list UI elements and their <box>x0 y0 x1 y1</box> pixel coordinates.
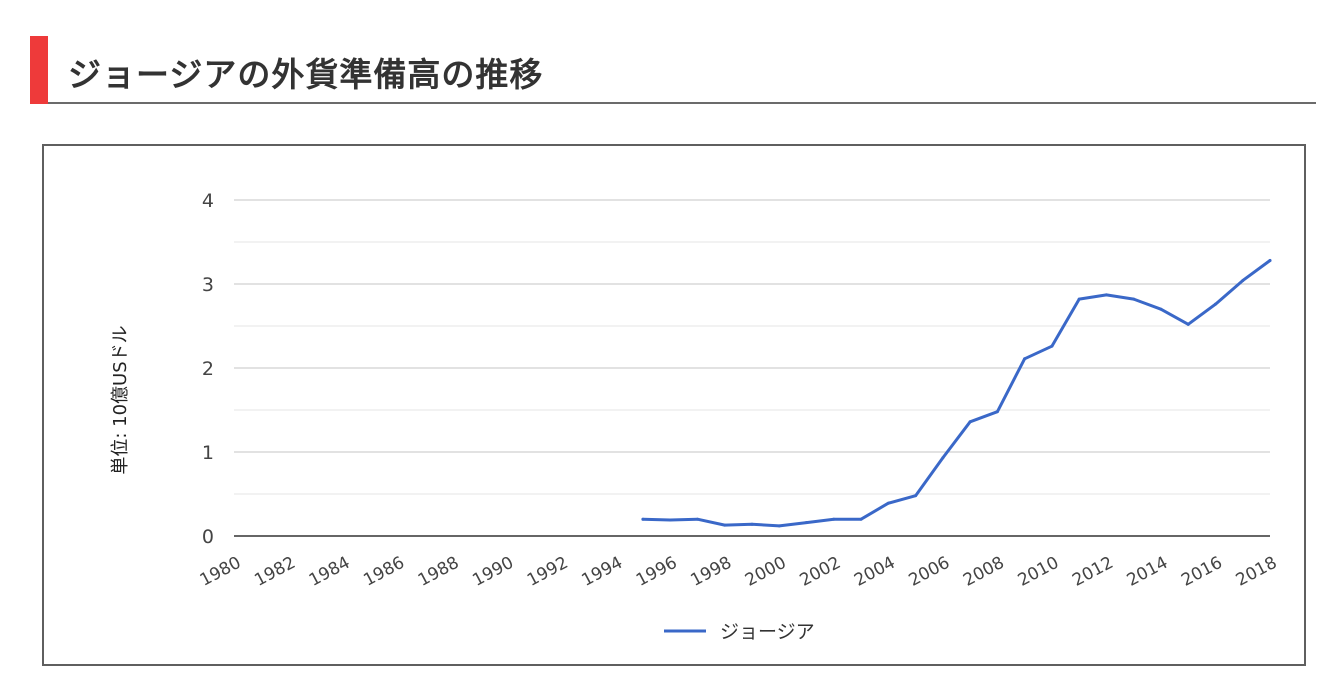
x-tick-label: 1990 <box>469 553 517 591</box>
x-tick-label: 1980 <box>197 553 245 591</box>
x-tick-label: 1986 <box>360 553 408 591</box>
series-line <box>641 259 1272 528</box>
x-tick-label: 1988 <box>415 553 463 591</box>
x-tick-label: 2006 <box>906 553 954 591</box>
legend-layer: ジョージア <box>664 621 815 643</box>
data-point <box>695 517 699 521</box>
y-tick-label: 0 <box>202 526 214 548</box>
data-point <box>886 501 890 505</box>
legend-label: ジョージア <box>720 621 815 643</box>
data-point <box>1268 258 1272 262</box>
data-point <box>750 522 754 526</box>
x-tick-label: 2014 <box>1124 553 1172 591</box>
chart-frame: 0 1 2 3 4 1980 1982 1984 1986 1988 1990 1992 1994 199… <box>42 144 1306 666</box>
data-point <box>914 494 918 498</box>
data-point <box>968 420 972 424</box>
x-tick-label: 1994 <box>578 553 626 591</box>
data-point <box>1213 302 1217 306</box>
data-point <box>1023 357 1027 361</box>
page-header: ジョージアの外貨準備高の推移 <box>30 36 1316 104</box>
x-tick-label: 1998 <box>687 553 735 591</box>
data-point <box>941 456 945 460</box>
x-tick-label: 2010 <box>1015 553 1063 591</box>
data-point <box>1104 293 1108 297</box>
x-tick-label: 1982 <box>251 553 299 591</box>
page-title: ジョージアの外貨準備高の推移 <box>68 55 544 94</box>
series-layer <box>641 258 1272 528</box>
y-tick-label: 2 <box>202 358 214 380</box>
y-tick-label: 1 <box>202 442 214 464</box>
x-tick-label: 2004 <box>851 553 899 591</box>
x-tick-label: 1996 <box>633 553 681 591</box>
x-tick-label: 1992 <box>524 553 572 591</box>
data-point <box>641 517 645 521</box>
data-point <box>668 518 672 522</box>
data-point <box>995 410 999 414</box>
y-axis-title: 単位: 10億USドル <box>110 325 131 474</box>
data-point <box>1050 344 1054 348</box>
x-tick-label: 1984 <box>306 553 354 591</box>
data-point <box>1186 322 1190 326</box>
x-tick-label: 2000 <box>742 553 790 591</box>
grid-layer <box>234 199 1270 495</box>
data-point <box>777 524 781 528</box>
data-point <box>832 517 836 521</box>
data-point <box>1159 307 1163 311</box>
data-point <box>1132 297 1136 301</box>
data-point <box>805 521 809 525</box>
y-tick-label: 3 <box>202 274 214 296</box>
x-tick-label: 2012 <box>1069 553 1117 591</box>
title-accent-bar <box>30 36 48 104</box>
x-tick-label: 2016 <box>1178 553 1226 591</box>
x-tick-label: 2018 <box>1233 553 1281 591</box>
data-point <box>1077 297 1081 301</box>
y-tick-label: 4 <box>202 190 214 212</box>
data-point <box>1241 279 1245 283</box>
x-tick-label: 2002 <box>797 553 845 591</box>
x-tick-label: 2008 <box>960 553 1008 591</box>
data-point <box>859 517 863 521</box>
data-point <box>723 523 727 527</box>
